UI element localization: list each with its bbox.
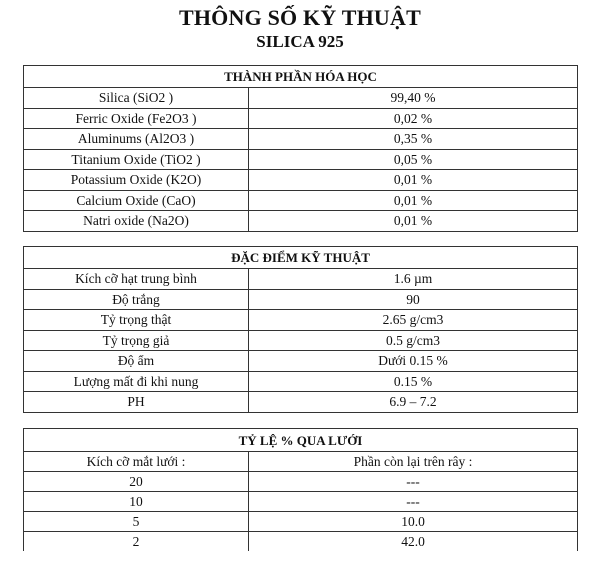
row-value: 42.0	[248, 531, 578, 551]
table-row: PH 6.9 – 7.2	[23, 391, 578, 413]
row-label: Silica (SiO2 )	[23, 87, 249, 109]
row-label: Độ ẩm	[23, 350, 249, 372]
row-value: 0,35 %	[248, 128, 578, 150]
row-label: 2	[23, 531, 249, 551]
table-row: Silica (SiO2 ) 99,40 %	[23, 87, 578, 109]
row-label: Tỷ trọng thật	[23, 309, 249, 331]
row-label: Titanium Oxide (TiO2 )	[23, 148, 249, 170]
table-row: 10 ---	[23, 491, 578, 512]
row-value: 0.5 g/cm3	[248, 329, 578, 351]
product-name: SILICA 925	[256, 32, 344, 51]
row-label: Ferric Oxide (Fe2O3 )	[23, 107, 249, 129]
row-label: Calcium Oxide (CaO)	[23, 189, 249, 211]
table-header: TỶ LỆ % QUA LƯỚI	[23, 428, 578, 452]
technical-specs-table: ĐẶC ĐIỂM KỸ THUẬT Kích cỡ hạt trung bình…	[23, 246, 578, 413]
column-header-mesh-size: Kích cỡ mắt lưới :	[23, 451, 249, 472]
row-label: 5	[23, 511, 249, 532]
table-row: 5 10.0	[23, 511, 578, 532]
row-value: 0,01 %	[248, 169, 578, 191]
page-title: THÔNG SỐ KỸ THUẬT	[179, 5, 421, 30]
row-label: Potassium Oxide (K2O)	[23, 169, 249, 191]
row-value: 0.15 %	[248, 370, 578, 392]
row-value: ---	[248, 471, 578, 492]
table-header: ĐẶC ĐIỂM KỸ THUẬT	[23, 246, 578, 269]
row-label: Lượng mất đi khi nung	[23, 370, 249, 392]
row-value: 0,01 %	[248, 210, 578, 232]
column-header-residue: Phần còn lại trên rây :	[248, 451, 578, 472]
row-label: PH	[23, 391, 249, 413]
table-row: Độ trắng 90	[23, 288, 578, 310]
table-row: Tỷ trọng thật 2.65 g/cm3	[23, 309, 578, 331]
sieve-table: TỶ LỆ % QUA LƯỚI Kích cỡ mắt lưới : Phần …	[23, 428, 578, 551]
row-label: Tỷ trọng giả	[23, 329, 249, 351]
table-row: Độ ẩm Dưới 0.15 %	[23, 350, 578, 372]
row-value: 0,01 %	[248, 189, 578, 211]
table-row: Calcium Oxide (CaO) 0,01 %	[23, 189, 578, 211]
row-value: 10.0	[248, 511, 578, 532]
row-value: Dưới 0.15 %	[248, 350, 578, 372]
table-header: THÀNH PHẦN HÓA HỌC	[23, 65, 578, 88]
row-value: 0,05 %	[248, 148, 578, 170]
table-row: Aluminums (Al2O3 ) 0,35 %	[23, 128, 578, 150]
table-row: Tỷ trọng giả 0.5 g/cm3	[23, 329, 578, 351]
table-row: Titanium Oxide (TiO2 ) 0,05 %	[23, 148, 578, 170]
table-row: 2 42.0	[23, 531, 578, 551]
row-label: 20	[23, 471, 249, 492]
row-value: 99,40 %	[248, 87, 578, 109]
table-row: 20 ---	[23, 471, 578, 492]
table-row: Kích cỡ hạt trung bình 1.6 µm	[23, 268, 578, 290]
row-label: Natri oxide (Na2O)	[23, 210, 249, 232]
row-value: 90	[248, 288, 578, 310]
table-row: Ferric Oxide (Fe2O3 ) 0,02 %	[23, 107, 578, 129]
row-value: 2.65 g/cm3	[248, 309, 578, 331]
row-value: ---	[248, 491, 578, 512]
table-row: Potassium Oxide (K2O) 0,01 %	[23, 169, 578, 191]
row-label: Aluminums (Al2O3 )	[23, 128, 249, 150]
chemical-composition-table: THÀNH PHẦN HÓA HỌC Silica (SiO2 ) 99,40 %…	[23, 65, 578, 232]
row-label: Độ trắng	[23, 288, 249, 310]
row-value: 0,02 %	[248, 107, 578, 129]
row-label: Kích cỡ hạt trung bình	[23, 268, 249, 290]
table-row: Natri oxide (Na2O) 0,01 %	[23, 210, 578, 232]
row-value: 1.6 µm	[248, 268, 578, 290]
table-row: Lượng mất đi khi nung 0.15 %	[23, 370, 578, 392]
row-label: 10	[23, 491, 249, 512]
row-value: 6.9 – 7.2	[248, 391, 578, 413]
